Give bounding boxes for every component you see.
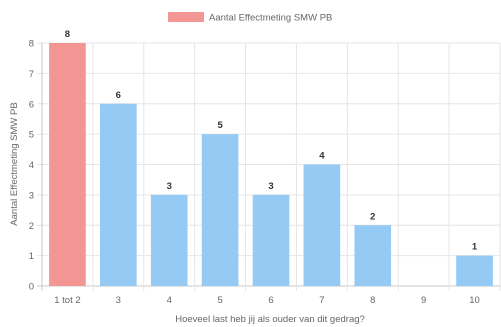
data-label: 1 bbox=[472, 242, 478, 253]
x-tick-label: 8 bbox=[370, 295, 375, 306]
y-tick-label: 8 bbox=[29, 39, 34, 50]
x-tick-label: 9 bbox=[421, 295, 426, 306]
y-tick-label: 5 bbox=[29, 130, 34, 141]
data-label: 5 bbox=[217, 120, 223, 131]
bar-10[interactable] bbox=[456, 255, 493, 286]
x-tick-label: 6 bbox=[268, 295, 273, 306]
data-label: 2 bbox=[370, 211, 375, 222]
data-label: 4 bbox=[319, 151, 325, 162]
x-tick-label: 1 tot 2 bbox=[54, 295, 80, 306]
data-label: 3 bbox=[167, 181, 172, 192]
y-tick-label: 6 bbox=[29, 99, 34, 110]
legend[interactable]: Aantal Effectmeting SMW PB bbox=[168, 12, 332, 24]
bar-5[interactable] bbox=[201, 134, 239, 286]
x-tick-label: 7 bbox=[319, 295, 324, 306]
y-tick-label: 2 bbox=[29, 221, 34, 232]
bar-1-tot-2[interactable] bbox=[49, 43, 86, 286]
x-tick-label: 10 bbox=[469, 295, 480, 306]
bar-7[interactable] bbox=[303, 164, 341, 287]
data-label: 8 bbox=[65, 29, 70, 40]
y-axis-ticks: 0 1 2 3 4 5 6 7 8 bbox=[29, 39, 34, 293]
y-tick-label: 4 bbox=[29, 160, 34, 171]
y-axis-title: Aantal Effectmeting SMW PB bbox=[9, 102, 20, 225]
y-tick-label: 1 bbox=[29, 251, 34, 262]
bar-3[interactable] bbox=[100, 103, 137, 286]
x-axis-title: Hoeveel last heb jij als ouder van dit g… bbox=[175, 314, 365, 325]
data-label: 6 bbox=[116, 90, 121, 101]
y-tick-label: 7 bbox=[29, 69, 34, 80]
y-tick-label: 0 bbox=[29, 282, 34, 293]
bar-6[interactable] bbox=[252, 194, 290, 286]
legend-label: Aantal Effectmeting SMW PB bbox=[209, 13, 332, 24]
x-tick-label: 5 bbox=[217, 295, 222, 306]
data-labels: 8 6 3 5 3 4 2 1 bbox=[65, 29, 478, 253]
x-axis-ticks: 1 tot 2 3 4 5 6 7 8 9 10 bbox=[54, 295, 480, 306]
bar-4[interactable] bbox=[150, 194, 188, 286]
legend-swatch bbox=[168, 12, 204, 22]
x-tick-label: 3 bbox=[116, 295, 121, 306]
x-tick-label: 4 bbox=[167, 295, 172, 306]
data-label: 3 bbox=[268, 181, 273, 192]
y-tick-label: 3 bbox=[29, 190, 34, 201]
bars bbox=[49, 43, 493, 286]
bar-8[interactable] bbox=[354, 225, 392, 286]
